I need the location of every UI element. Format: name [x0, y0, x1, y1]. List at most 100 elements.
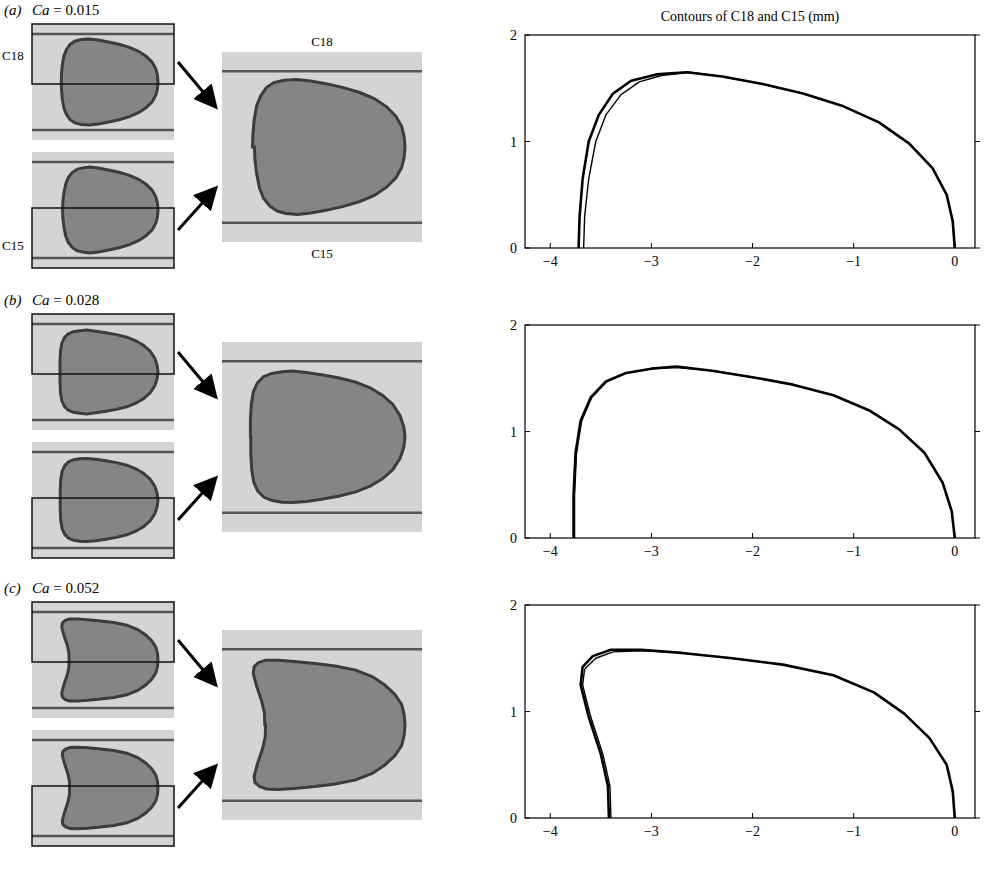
- x-tick-label: −4: [543, 254, 558, 269]
- arrow: [178, 640, 214, 683]
- y-tick-label: 2: [510, 28, 517, 43]
- x-tick-label: −3: [644, 824, 659, 839]
- panel-letter: (b): [4, 292, 22, 309]
- panel: (c)Ca = 0.052−4−3−2−10012: [4, 580, 980, 846]
- droplet-image: [62, 619, 158, 701]
- zoom-box: [32, 24, 174, 84]
- ca-value: = 0.052: [53, 580, 99, 596]
- y-tick-right: [975, 141, 980, 142]
- photo-background: [32, 314, 174, 430]
- capillary-number: Ca = 0.028: [32, 292, 99, 308]
- y-tick-label: 1: [510, 705, 517, 720]
- y-tick: [525, 711, 530, 712]
- panel: (a)Ca = 0.015C18C18C15C15Contours of C18…: [2, 2, 980, 269]
- y-tick-label: 1: [510, 135, 517, 150]
- x-tick-label: −4: [543, 824, 558, 839]
- x-tick: [752, 533, 753, 538]
- x-tick-label: 0: [951, 824, 958, 839]
- y-tick-right: [975, 325, 980, 326]
- photo-background: [32, 152, 174, 268]
- x-tick-label: −4: [543, 544, 558, 559]
- y-tick-label: 2: [510, 598, 517, 613]
- y-tick-right: [975, 538, 980, 539]
- camera-label: C15: [2, 238, 24, 253]
- ca-value: = 0.015: [53, 2, 99, 18]
- tube-wall: [222, 800, 422, 803]
- y-tick-right: [975, 35, 980, 36]
- tube-wall: [32, 161, 174, 164]
- tube-wall: [32, 707, 174, 710]
- contour-line: [579, 72, 955, 248]
- camera-label: C18: [2, 48, 24, 63]
- y-tick-label: 0: [510, 241, 517, 256]
- x-tick: [752, 813, 753, 818]
- tube-wall: [32, 323, 174, 326]
- droplet-image: [63, 167, 158, 253]
- arrow: [178, 480, 214, 520]
- capillary-number: Ca = 0.052: [32, 580, 99, 596]
- arrow: [178, 352, 214, 395]
- x-tick: [651, 533, 652, 538]
- photo-background: [32, 24, 174, 140]
- tube-wall: [32, 129, 174, 132]
- ca-symbol: Ca: [32, 580, 53, 596]
- zoom-box: [32, 498, 174, 558]
- plot-frame: [525, 325, 975, 538]
- tube-wall: [32, 739, 174, 742]
- arrow: [178, 62, 214, 105]
- arrow: [178, 768, 214, 808]
- x-tick-label: −1: [846, 544, 861, 559]
- photo-background: [32, 602, 174, 718]
- contour-line: [583, 651, 955, 818]
- x-tick-label: 0: [951, 254, 958, 269]
- tube-wall: [32, 419, 174, 422]
- panel: (b)Ca = 0.028−4−3−2−10012: [4, 292, 980, 559]
- tube-wall: [32, 611, 174, 614]
- ca-value: = 0.028: [53, 292, 99, 308]
- tube-wall: [222, 70, 422, 73]
- x-tick-label: 0: [951, 544, 958, 559]
- y-tick: [525, 431, 530, 432]
- zoom-box: [32, 208, 174, 268]
- x-tick-label: −3: [644, 254, 659, 269]
- tube-wall: [32, 835, 174, 838]
- figure: (a)Ca = 0.015C18C18C15C15Contours of C18…: [0, 0, 984, 873]
- tube-wall: [222, 222, 422, 225]
- y-tick-label: 2: [510, 318, 517, 333]
- plot-lines: [581, 650, 955, 818]
- capillary-number: Ca = 0.015: [32, 2, 99, 18]
- x-tick: [550, 813, 551, 818]
- photo-background: [222, 630, 422, 820]
- droplet-image: [253, 660, 405, 789]
- photo-background: [32, 442, 174, 558]
- plot-lines: [579, 72, 955, 248]
- x-tick-label: −1: [846, 254, 861, 269]
- y-tick-right: [975, 711, 980, 712]
- arrow: [178, 190, 214, 230]
- camera-label: C18: [311, 34, 333, 49]
- x-tick-label: −3: [644, 544, 659, 559]
- plot-frame: [525, 35, 975, 248]
- panel-letter: (a): [4, 2, 22, 19]
- zoom-box: [32, 314, 174, 374]
- contour-line: [581, 650, 955, 818]
- x-tick: [550, 533, 551, 538]
- x-tick: [651, 813, 652, 818]
- zoom-box: [32, 786, 174, 846]
- y-tick: [525, 141, 530, 142]
- photo-background: [32, 730, 174, 846]
- x-tick-label: −2: [745, 824, 760, 839]
- droplet-image: [61, 39, 158, 125]
- y-tick-label: 0: [510, 531, 517, 546]
- tube-wall: [222, 512, 422, 515]
- chart-title: Contours of C18 and C15 (mm): [661, 9, 840, 25]
- x-tick: [853, 533, 854, 538]
- y-tick-right: [975, 605, 980, 606]
- tube-wall: [222, 360, 422, 363]
- tube-wall: [32, 33, 174, 36]
- x-tick: [752, 243, 753, 248]
- ca-symbol: Ca: [32, 2, 53, 18]
- x-tick: [853, 243, 854, 248]
- y-tick-right: [975, 818, 980, 819]
- droplet-image: [253, 79, 406, 214]
